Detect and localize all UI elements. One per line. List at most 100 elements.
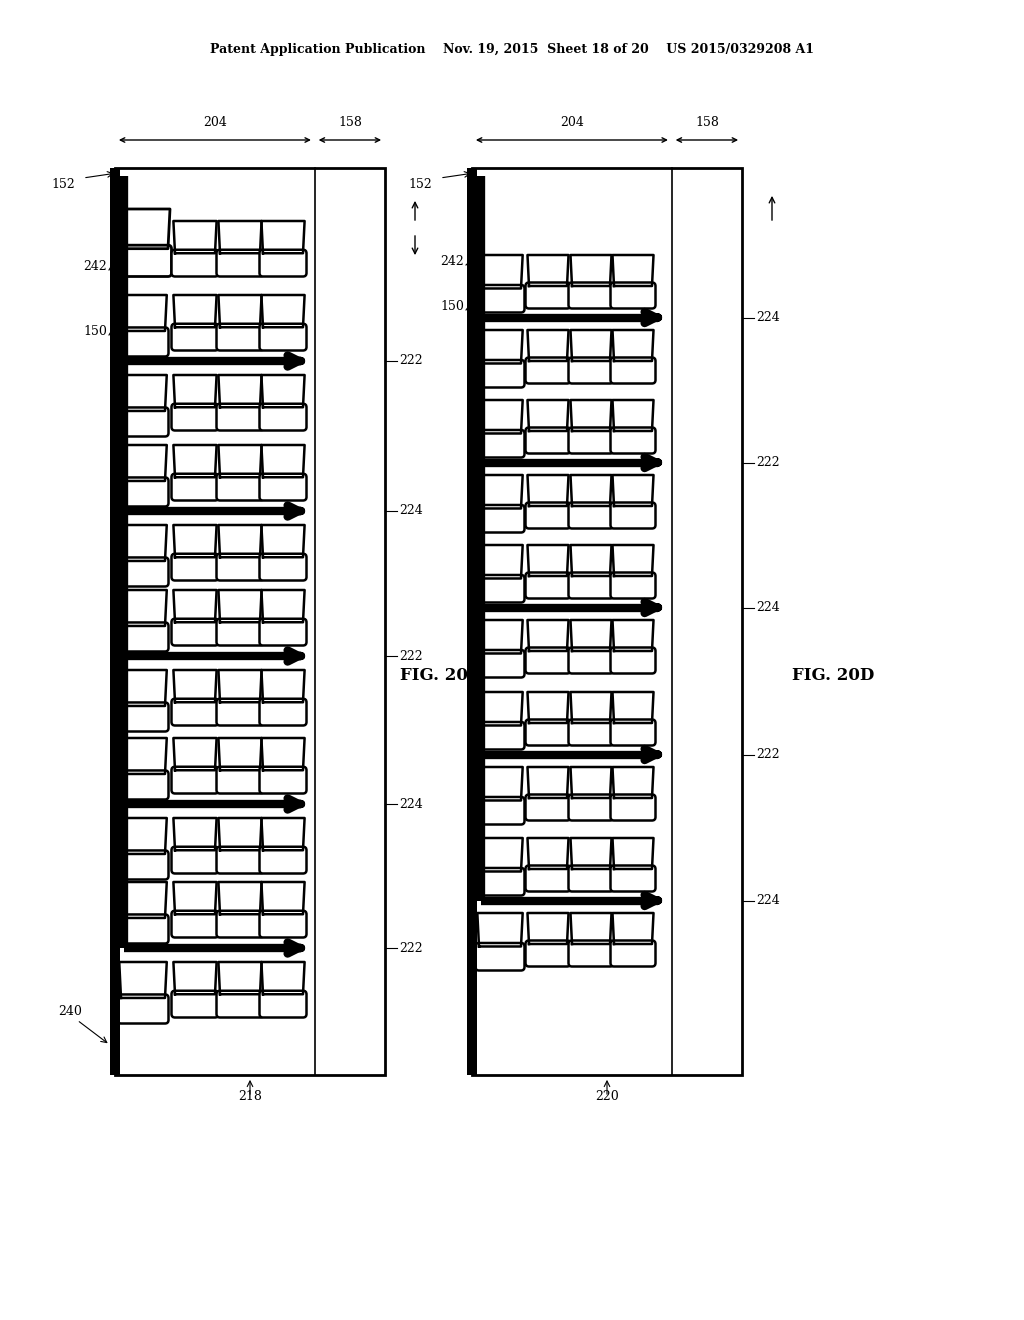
FancyBboxPatch shape xyxy=(216,698,263,726)
Text: 152: 152 xyxy=(409,178,432,191)
FancyBboxPatch shape xyxy=(610,428,655,454)
Polygon shape xyxy=(173,525,217,557)
FancyBboxPatch shape xyxy=(610,573,655,598)
FancyBboxPatch shape xyxy=(115,246,171,276)
FancyBboxPatch shape xyxy=(525,648,570,673)
Text: 242: 242 xyxy=(83,260,106,273)
FancyBboxPatch shape xyxy=(475,942,524,970)
FancyBboxPatch shape xyxy=(216,323,263,351)
Text: 240: 240 xyxy=(58,1005,82,1018)
Text: 224: 224 xyxy=(756,312,779,323)
Text: 158: 158 xyxy=(695,116,719,129)
Polygon shape xyxy=(119,294,167,331)
Polygon shape xyxy=(173,882,217,915)
FancyBboxPatch shape xyxy=(610,719,655,746)
FancyBboxPatch shape xyxy=(568,648,613,673)
FancyBboxPatch shape xyxy=(610,358,655,384)
Polygon shape xyxy=(570,913,611,944)
FancyBboxPatch shape xyxy=(568,282,613,309)
FancyBboxPatch shape xyxy=(171,404,218,430)
Polygon shape xyxy=(612,255,653,286)
Polygon shape xyxy=(612,838,653,869)
FancyBboxPatch shape xyxy=(610,795,655,821)
FancyBboxPatch shape xyxy=(216,554,263,581)
FancyBboxPatch shape xyxy=(259,767,306,793)
Polygon shape xyxy=(173,671,217,702)
FancyBboxPatch shape xyxy=(259,249,306,276)
Polygon shape xyxy=(218,294,261,327)
Polygon shape xyxy=(173,818,217,850)
Polygon shape xyxy=(527,330,568,360)
FancyBboxPatch shape xyxy=(171,767,218,793)
Polygon shape xyxy=(119,375,167,411)
Text: 158: 158 xyxy=(338,116,361,129)
Polygon shape xyxy=(218,882,261,915)
FancyBboxPatch shape xyxy=(216,249,263,276)
FancyBboxPatch shape xyxy=(216,619,263,645)
Text: 204: 204 xyxy=(560,116,584,129)
FancyBboxPatch shape xyxy=(171,323,218,351)
FancyBboxPatch shape xyxy=(118,702,169,731)
FancyBboxPatch shape xyxy=(171,698,218,726)
Polygon shape xyxy=(173,294,217,327)
FancyBboxPatch shape xyxy=(118,771,169,800)
Polygon shape xyxy=(119,818,167,854)
Polygon shape xyxy=(261,590,304,622)
Text: 224: 224 xyxy=(756,894,779,907)
Polygon shape xyxy=(612,692,653,723)
FancyBboxPatch shape xyxy=(610,282,655,309)
Polygon shape xyxy=(570,767,611,799)
Text: 222: 222 xyxy=(399,941,423,954)
FancyBboxPatch shape xyxy=(118,915,169,944)
FancyBboxPatch shape xyxy=(525,358,570,384)
Bar xyxy=(467,168,477,1074)
FancyBboxPatch shape xyxy=(475,360,524,388)
FancyBboxPatch shape xyxy=(475,430,524,458)
FancyBboxPatch shape xyxy=(171,619,218,645)
FancyBboxPatch shape xyxy=(525,866,570,891)
Polygon shape xyxy=(527,400,568,432)
FancyBboxPatch shape xyxy=(475,506,524,532)
Text: FIG. 20C: FIG. 20C xyxy=(400,667,481,684)
Polygon shape xyxy=(570,330,611,360)
Polygon shape xyxy=(570,255,611,286)
FancyBboxPatch shape xyxy=(118,557,169,586)
Polygon shape xyxy=(477,913,522,946)
Polygon shape xyxy=(477,767,522,800)
Polygon shape xyxy=(570,545,611,576)
Polygon shape xyxy=(612,330,653,360)
FancyBboxPatch shape xyxy=(216,404,263,430)
FancyBboxPatch shape xyxy=(475,722,524,750)
Text: 204: 204 xyxy=(203,116,227,129)
Text: 224: 224 xyxy=(756,601,779,614)
FancyBboxPatch shape xyxy=(118,478,169,507)
FancyBboxPatch shape xyxy=(171,846,218,874)
Polygon shape xyxy=(218,962,261,994)
Text: 242: 242 xyxy=(440,255,464,268)
FancyBboxPatch shape xyxy=(118,623,169,652)
Polygon shape xyxy=(173,590,217,622)
FancyBboxPatch shape xyxy=(216,846,263,874)
FancyBboxPatch shape xyxy=(259,911,306,937)
FancyBboxPatch shape xyxy=(525,573,570,598)
Polygon shape xyxy=(477,620,522,653)
Text: 222: 222 xyxy=(399,649,423,663)
Polygon shape xyxy=(477,400,522,433)
Polygon shape xyxy=(527,767,568,799)
FancyBboxPatch shape xyxy=(171,474,218,500)
Text: 224: 224 xyxy=(399,797,423,810)
Polygon shape xyxy=(119,445,167,480)
Polygon shape xyxy=(612,620,653,651)
Polygon shape xyxy=(218,525,261,557)
Polygon shape xyxy=(218,375,261,408)
FancyBboxPatch shape xyxy=(259,698,306,726)
Polygon shape xyxy=(570,620,611,651)
Polygon shape xyxy=(218,671,261,702)
Polygon shape xyxy=(612,913,653,944)
FancyBboxPatch shape xyxy=(171,249,218,276)
Text: FIG. 20D: FIG. 20D xyxy=(792,667,874,684)
FancyBboxPatch shape xyxy=(610,503,655,528)
Polygon shape xyxy=(477,838,522,871)
Polygon shape xyxy=(570,400,611,432)
Polygon shape xyxy=(261,525,304,557)
